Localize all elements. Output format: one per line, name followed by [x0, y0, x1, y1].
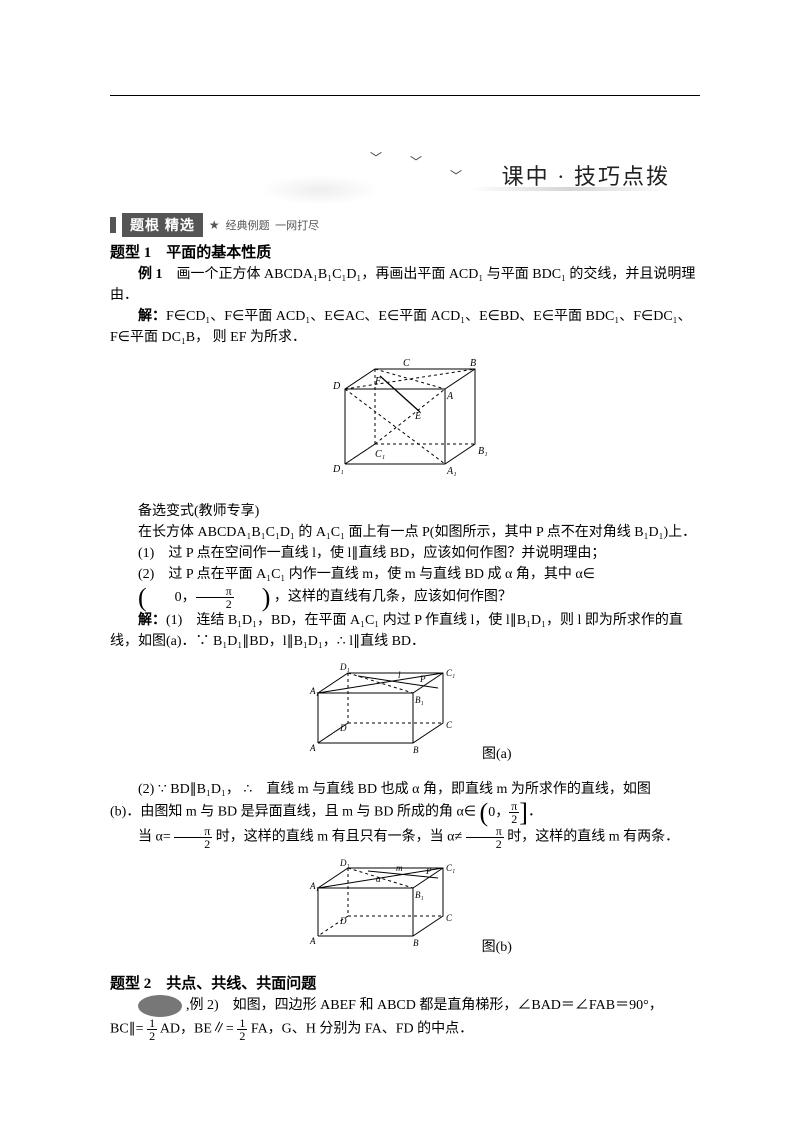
- cloud-decoration: [260, 175, 380, 205]
- part-2b-post: ．: [528, 805, 542, 820]
- section-2-title: 题型 2 共点、共线、共面问题: [110, 972, 700, 993]
- part-2a: (2) ∵ BD∥B₁D₁， ∴ 直线 m 与直线 BD 也成 α 角，即直线 …: [110, 779, 700, 800]
- example-2-line1: ,例 2) 如图，四边形 ABEF 和 ABCD 都是直角梯形，∠BAD＝∠FA…: [110, 995, 700, 1017]
- frac-half-1: 12: [147, 1017, 157, 1042]
- svg-text:F: F: [374, 376, 382, 387]
- svg-text:α: α: [376, 874, 381, 884]
- frac-pi2-d: π2: [466, 825, 504, 850]
- svg-text:E: E: [414, 411, 421, 422]
- tigen-tagline: 经典例题 一网打尽: [226, 217, 320, 233]
- question-2-b: ，这样的直线有几条，应该如何作图？: [274, 590, 512, 605]
- ex2-c: FA，G、H 分别为 FA、FD 的中点．: [251, 1022, 473, 1037]
- figure-b-caption: 图(b): [482, 936, 512, 956]
- part-2b: (b)．由图知 m 与 BD 是异面直线，且 m 与 BD 所成的角 α∈ ( …: [110, 800, 700, 825]
- svg-text:B: B: [413, 745, 419, 755]
- interval-zero-b: 0，: [488, 802, 509, 823]
- svg-text:m: m: [396, 863, 403, 873]
- svg-text:B₁: B₁: [415, 890, 424, 900]
- svg-text:l: l: [398, 670, 401, 680]
- example-1-body: 画一个正方体 ABCDA₁B₁C₁D₁，再画出平面 ACD₁ 与平面 BDC₁ …: [110, 267, 695, 303]
- frac-den-2: 2: [196, 598, 234, 610]
- top-horizontal-rule: [110, 95, 700, 96]
- solution-1-label: 解：: [138, 309, 166, 324]
- frac-half-2: 12: [237, 1017, 247, 1042]
- svg-text:A: A: [309, 936, 316, 946]
- frac-den-2-b: 2: [509, 813, 519, 825]
- example-2-text1: 如图，四边形 ABEF 和 ABCD 都是直角梯形，∠BAD＝∠FAB＝90°，: [219, 998, 663, 1013]
- interval-zero: 0，: [147, 587, 196, 608]
- svg-text:D₁: D₁: [339, 662, 350, 672]
- bird-icon: ﹀: [410, 153, 422, 170]
- question-2: (2) 过 P 点在平面 A₁C₁ 内作一直线 m，使 m 与直线 BD 成 α…: [110, 564, 700, 610]
- header-underline: [470, 187, 670, 191]
- interval-0-pi2: ( 0， π2 ): [110, 585, 270, 610]
- figure-cube: C B D A C₁ B₁ D₁ A₁ F E: [110, 354, 700, 499]
- bird-icon: ﹀: [450, 167, 462, 184]
- svg-text:C: C: [446, 720, 453, 730]
- svg-text:C₁: C₁: [375, 449, 385, 460]
- part-3: 当 α= π2 时，这样的直线 m 有且只有一条，当 α≠ π2 时，这样的直线…: [110, 825, 700, 850]
- example-1-text: 例 1 画一个正方体 ABCDA₁B₁C₁D₁，再画出平面 ACD₁ 与平面 B…: [110, 264, 700, 306]
- interval-0-pi2-b: ( 0， π2 ]: [480, 800, 528, 825]
- solution-2-body: (1) 连结 B₁D₁，BD，在平面 A₁C₁ 内过 P 作直线 l，使 l∥B…: [110, 613, 683, 649]
- bar-icon: [110, 217, 116, 233]
- svg-text:P: P: [419, 674, 426, 684]
- svg-text:A₁: A₁: [309, 686, 319, 696]
- section-1-title: 题型 1 平面的基本性质: [110, 241, 700, 262]
- svg-text:D: D: [332, 381, 341, 392]
- header-banner: ﹀ ﹀ ﹀ 课中 · 技巧点拨: [110, 145, 700, 205]
- p3b: 时，这样的直线 m 有且只有一条，当 α≠: [216, 830, 462, 845]
- star-icon: ★: [209, 218, 220, 233]
- svg-text:D₁: D₁: [332, 464, 344, 475]
- bird-icon: ﹀: [370, 149, 382, 166]
- question-2-a: (2) 过 P 点在平面 A₁C₁ 内作一直线 m，使 m 与直线 BD 成 α…: [138, 567, 595, 582]
- example-oval-icon: [138, 995, 182, 1017]
- alt-intro: 在长方体 ABCDA₁B₁C₁D₁ 的 A₁C₁ 面上有一点 P(如图所示，其中…: [110, 522, 700, 543]
- svg-text:B₁: B₁: [415, 695, 424, 705]
- svg-text:D: D: [339, 723, 347, 733]
- p3c: 时，这样的直线 m 有两条．: [507, 830, 679, 845]
- example-2-label: ,例 2): [186, 998, 219, 1013]
- svg-text:P: P: [425, 866, 432, 876]
- svg-text:C₁: C₁: [446, 668, 455, 678]
- tigen-box-label: 题根 精选: [122, 213, 203, 237]
- figure-b: A₁ B₁ C₁ D₁ A B C D m P α 图(b): [110, 856, 700, 956]
- figure-a-caption: 图(a): [482, 743, 512, 763]
- solution-1-text: 解：F∈CD₁、F∈平面 ACD₁、E∈AC、E∈平面 ACD₁、E∈BD、E∈…: [110, 306, 700, 348]
- svg-text:B₁: B₁: [478, 446, 488, 457]
- svg-text:A₁: A₁: [446, 466, 457, 477]
- ex2-b: AD，BE∥=: [160, 1022, 234, 1037]
- figure-a: A₁ B₁ C₁ D₁ A B C D l P 图(a): [110, 658, 700, 763]
- solution-2-label: 解：: [138, 613, 166, 628]
- svg-text:A: A: [309, 743, 316, 753]
- example-1-label: 例 1: [138, 267, 163, 282]
- svg-text:A: A: [446, 391, 454, 402]
- example-2-line2: BC∥= 12 AD，BE∥= 12 FA，G、H 分别为 FA、FD 的中点．: [110, 1017, 700, 1042]
- p3a: 当 α=: [138, 830, 171, 845]
- svg-text:C: C: [403, 358, 410, 369]
- part-2b-pre: (b)．由图知 m 与 BD 是异面直线，且 m 与 BD 所成的角 α∈: [110, 805, 476, 820]
- ex2-a: BC∥=: [110, 1022, 144, 1037]
- svg-text:B: B: [470, 358, 476, 369]
- svg-text:D₁: D₁: [339, 858, 350, 868]
- frac-pi2-c: π2: [174, 825, 212, 850]
- question-1: (1) 过 P 点在空间作一直线 l，使 l∥直线 BD，应该如何作图？并说明理…: [110, 543, 700, 564]
- tigen-heading: 题根 精选 ★ 经典例题 一网打尽: [110, 213, 700, 237]
- alt-label: 备选变式(教师专享): [110, 501, 700, 522]
- svg-text:A₁: A₁: [309, 881, 319, 891]
- svg-text:C₁: C₁: [446, 863, 455, 873]
- svg-text:B: B: [413, 938, 419, 948]
- solution-2-text: 解：(1) 连结 B₁D₁，BD，在平面 A₁C₁ 内过 P 作直线 l，使 l…: [110, 610, 700, 652]
- solution-1-body: F∈CD₁、F∈平面 ACD₁、E∈AC、E∈平面 ACD₁、E∈BD、E∈平面…: [110, 309, 692, 345]
- svg-text:C: C: [446, 913, 453, 923]
- svg-text:D: D: [339, 916, 347, 926]
